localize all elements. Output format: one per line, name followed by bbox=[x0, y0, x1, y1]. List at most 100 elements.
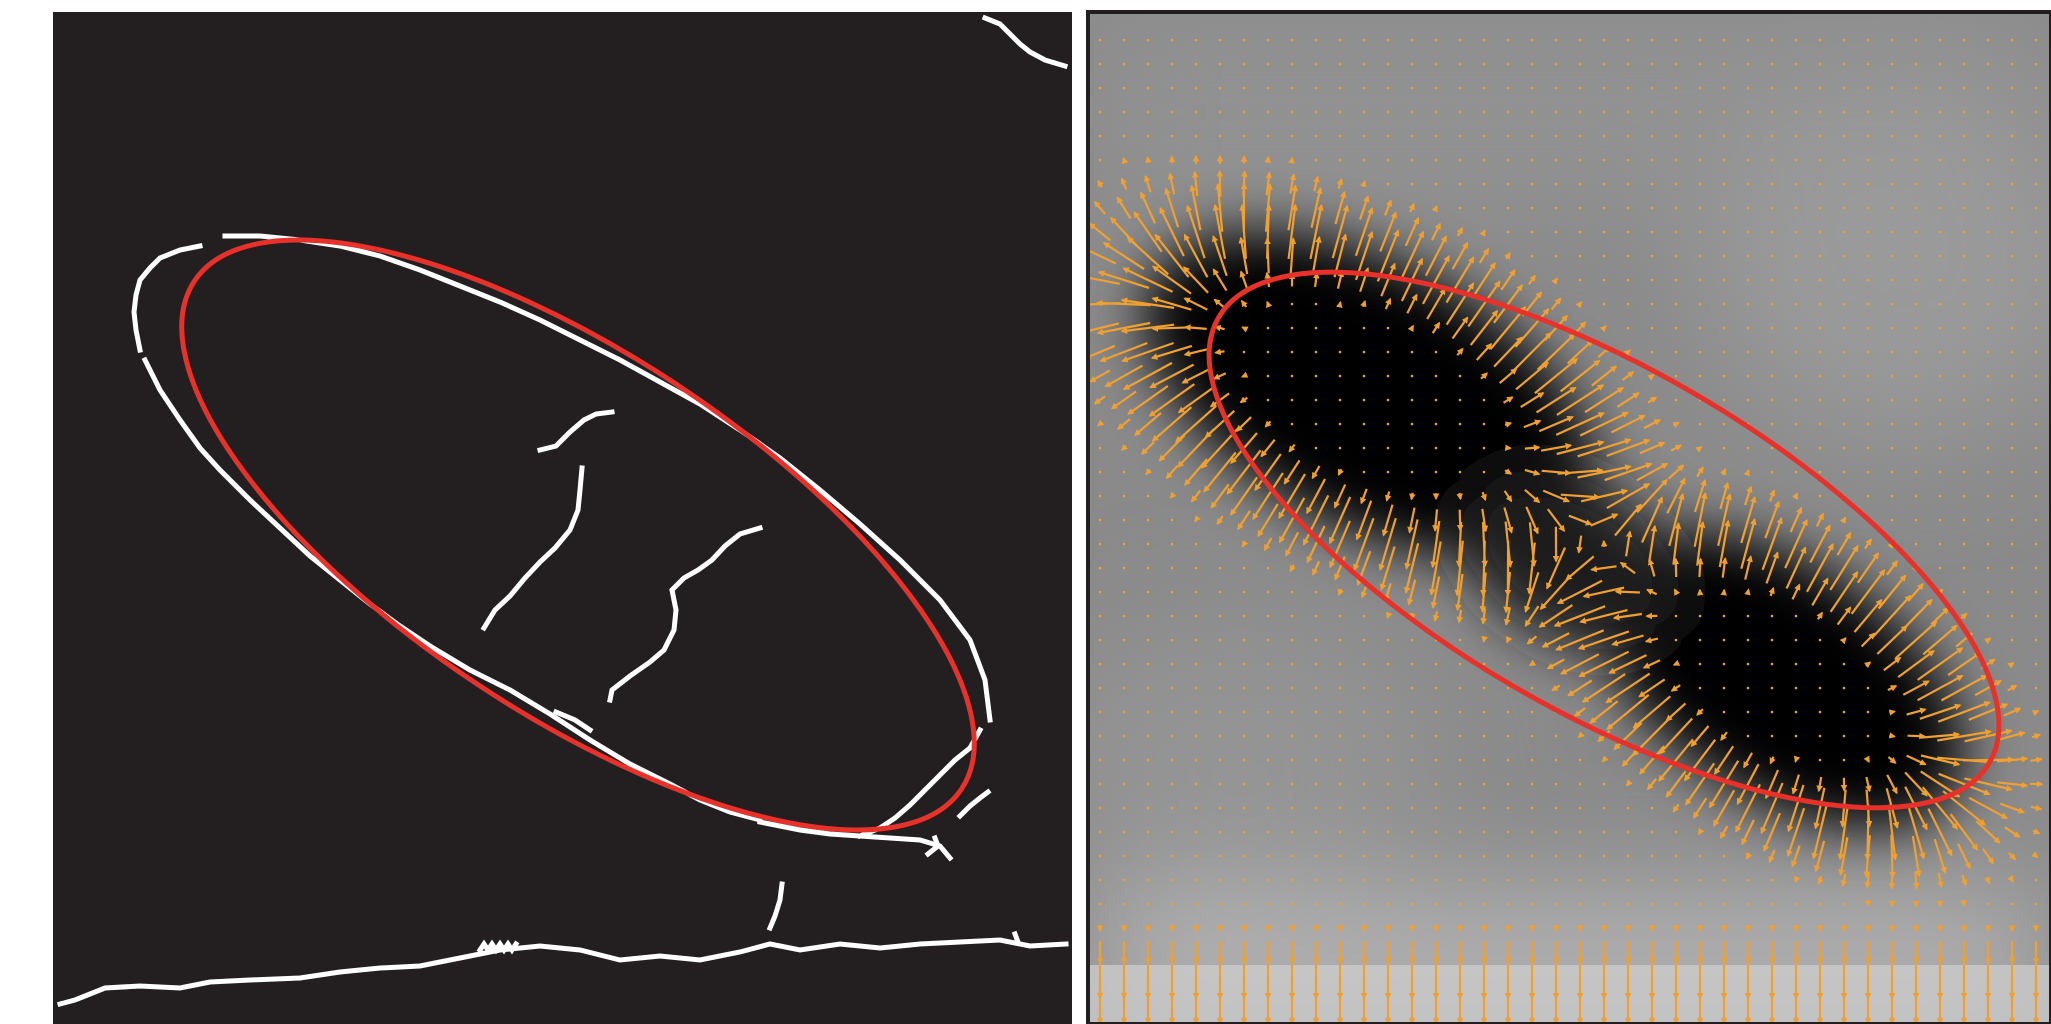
gradient-arrow bbox=[1601, 755, 1609, 763]
gradient-arrow bbox=[1240, 299, 1248, 308]
arrow-dot bbox=[1410, 422, 1414, 426]
arrow-dot bbox=[1338, 854, 1342, 858]
arrow-dot bbox=[1458, 854, 1462, 858]
gradient-arrow bbox=[1493, 336, 1523, 368]
arrow-dot bbox=[1314, 638, 1318, 642]
arrow-dot bbox=[1146, 806, 1150, 810]
gradient-arrow bbox=[1229, 476, 1259, 516]
arrow-dot bbox=[1818, 278, 1822, 282]
gradient-arrow bbox=[1876, 625, 1908, 655]
gradient-arrow bbox=[1745, 852, 1753, 860]
arrow-dot bbox=[1482, 446, 1486, 450]
arrow-dot bbox=[1842, 86, 1846, 90]
arrow-dot bbox=[1842, 182, 1846, 186]
arrow-dot bbox=[1290, 350, 1294, 354]
gradient-arrow bbox=[1097, 179, 1104, 188]
arrow-dot bbox=[1986, 542, 1990, 546]
gradient-arrow bbox=[1719, 481, 1730, 510]
arrow-dot bbox=[1386, 182, 1390, 186]
arrow-dot bbox=[1434, 158, 1438, 162]
arrow-dot bbox=[1458, 86, 1462, 90]
arrow-dot bbox=[1938, 182, 1942, 186]
arrow-dot bbox=[1890, 86, 1894, 90]
gradient-arrow bbox=[2007, 875, 2014, 883]
arrow-dot bbox=[1530, 134, 1534, 138]
gradient-arrow bbox=[1524, 605, 1540, 628]
arrow-dot bbox=[1170, 86, 1174, 90]
gradient-arrow bbox=[1164, 187, 1180, 228]
arrow-dot bbox=[1506, 206, 1510, 210]
arrow-dot bbox=[1674, 326, 1678, 330]
arrow-dot bbox=[1818, 326, 1822, 330]
arrow-dot bbox=[1266, 374, 1270, 378]
arrow-dot bbox=[1722, 134, 1726, 138]
arrow-dot bbox=[1290, 302, 1294, 306]
arrow-dot bbox=[1698, 326, 1702, 330]
arrow-dot bbox=[2034, 230, 2038, 234]
gradient-arrow bbox=[1379, 211, 1397, 252]
arrow-dot bbox=[1122, 830, 1126, 834]
gradient-arrow bbox=[1639, 441, 1666, 455]
arrow-dot bbox=[1890, 62, 1894, 66]
arrow-dot bbox=[1146, 86, 1150, 90]
arrow-dot bbox=[1410, 878, 1414, 882]
arrow-dot bbox=[1602, 158, 1606, 162]
arrow-dot bbox=[1338, 446, 1342, 450]
arrow-dot bbox=[1506, 854, 1510, 858]
gradient-arrow bbox=[1498, 368, 1518, 384]
arrow-dot bbox=[1266, 806, 1270, 810]
arrow-dot bbox=[2010, 206, 2014, 210]
arrow-dot bbox=[1218, 590, 1222, 594]
arrow-dot bbox=[1362, 134, 1366, 138]
gradient-arrow bbox=[1431, 321, 1441, 334]
arrow-dot bbox=[1842, 134, 1846, 138]
gradient-arrow bbox=[1551, 277, 1558, 285]
gradient-arrow bbox=[1260, 439, 1276, 458]
gradient-arrow bbox=[1836, 531, 1852, 556]
arrow-dot bbox=[1266, 878, 1270, 882]
gradient-arrow bbox=[1182, 266, 1209, 294]
gradient-arrow bbox=[1877, 574, 1907, 610]
gradient-arrow bbox=[1379, 546, 1396, 591]
arrow-dot bbox=[2034, 614, 2038, 618]
arrow-dot bbox=[1602, 182, 1606, 186]
gradient-arrow bbox=[1504, 252, 1511, 260]
arrow-dot bbox=[1242, 686, 1246, 690]
arrow-dot bbox=[1506, 686, 1510, 690]
arrow-dot bbox=[1314, 758, 1318, 762]
arrow-dot bbox=[1554, 758, 1558, 762]
arrow-dot bbox=[1170, 854, 1174, 858]
arrow-dot bbox=[1578, 86, 1582, 90]
gradient-arrow bbox=[1791, 492, 1799, 500]
arrow-dot bbox=[1362, 662, 1366, 666]
gradient-arrow bbox=[1577, 464, 1632, 479]
arrow-dot bbox=[1434, 758, 1438, 762]
gradient-arrow bbox=[1151, 296, 1192, 311]
arrow-dot bbox=[1842, 758, 1846, 762]
arrow-dot bbox=[1314, 662, 1318, 666]
arrow-dot bbox=[1098, 446, 1102, 450]
arrow-dot bbox=[1818, 470, 1822, 474]
arrow-dot bbox=[1578, 206, 1582, 210]
arrow-dot bbox=[1746, 134, 1750, 138]
arrow-dot bbox=[1986, 422, 1990, 426]
gradient-arrow bbox=[1190, 489, 1202, 503]
arrow-dot bbox=[1506, 710, 1510, 714]
gradient-arrow bbox=[1526, 542, 1536, 595]
arrow-dot bbox=[1914, 542, 1918, 546]
arrow-dot bbox=[2034, 86, 2038, 90]
arrow-dot bbox=[1386, 734, 1390, 738]
arrow-dot bbox=[1530, 758, 1534, 762]
arrow-dot bbox=[1098, 494, 1102, 498]
arrow-dot bbox=[1986, 158, 1990, 162]
arrow-dot bbox=[1410, 182, 1414, 186]
arrow-dot bbox=[1170, 62, 1174, 66]
arrow-dot bbox=[1098, 518, 1102, 522]
gradient-arrow bbox=[1451, 241, 1469, 270]
arrow-dot bbox=[1482, 206, 1486, 210]
edge-interior-1 bbox=[536, 409, 615, 454]
gradient-arrow bbox=[1426, 287, 1446, 320]
arrow-dot bbox=[1890, 398, 1894, 402]
gradient-arrow bbox=[1927, 808, 1953, 857]
arrow-dot bbox=[1722, 206, 1726, 210]
